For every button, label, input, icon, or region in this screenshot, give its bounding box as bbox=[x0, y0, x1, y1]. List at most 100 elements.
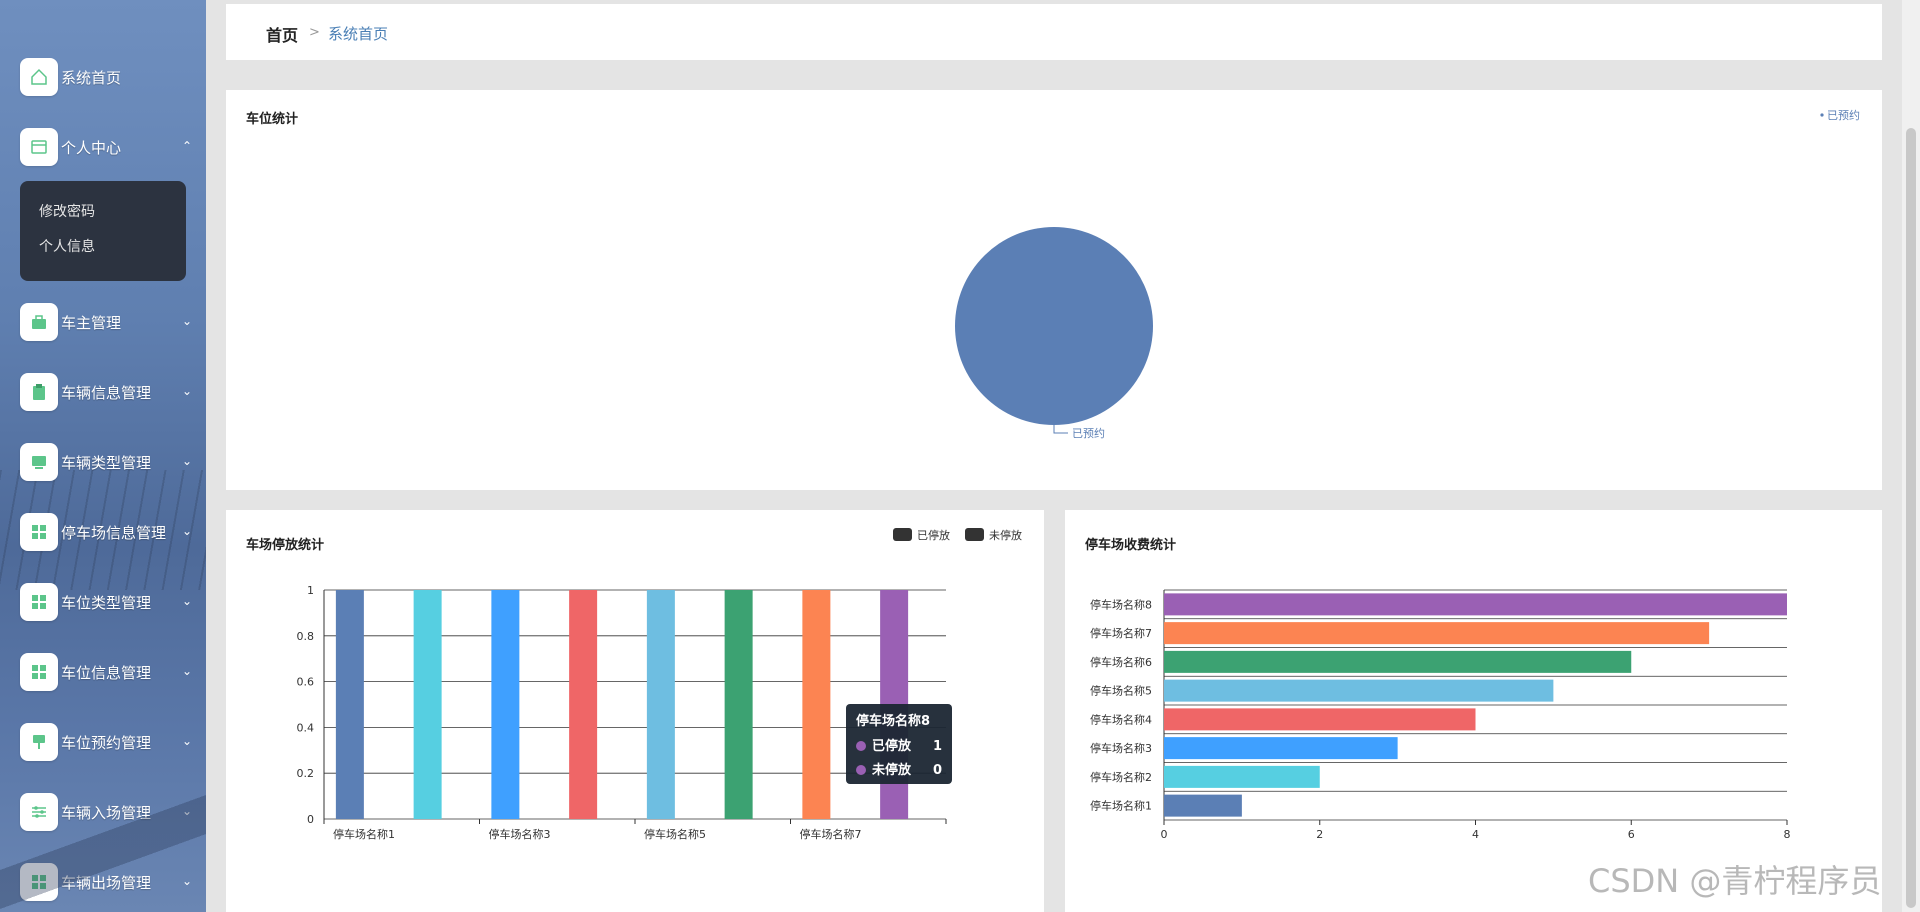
x-tick-label: 4 bbox=[1472, 828, 1479, 841]
sidebar: 系统首页 个人中心 ⌃ 车主管理 ⌄ 车辆信息管理 ⌄ 车辆类型管理 ⌄ 停车场信息管理… bbox=[0, 0, 206, 912]
sidebar-item-label: 车辆类型管理 bbox=[61, 453, 152, 472]
breadcrumb-separator: > bbox=[309, 25, 320, 40]
tooltip-marker bbox=[856, 765, 866, 775]
y-tick-label: 停车场名称3 bbox=[1090, 741, 1152, 755]
grid-icon bbox=[20, 583, 58, 621]
chevron-down-icon: ⌄ bbox=[181, 664, 192, 678]
x-tick-label: 2 bbox=[1316, 828, 1323, 841]
tooltip-title: 停车场名称8 bbox=[856, 713, 930, 729]
grid-icon bbox=[20, 513, 58, 551]
sidebar-item-label: 停车场信息管理 bbox=[61, 523, 167, 542]
bar bbox=[1164, 708, 1476, 731]
sidebar-item[interactable]: 车位预约管理 ⌄ bbox=[20, 722, 200, 762]
sliders-icon bbox=[20, 793, 58, 831]
tooltip-box bbox=[846, 704, 952, 784]
chevron-down-icon: ⌄ bbox=[181, 384, 192, 398]
panel-title: 车场停放统计 bbox=[246, 538, 325, 553]
panel-title: 车位统计 bbox=[246, 112, 299, 127]
breadcrumb: 首页 > 系统首页 bbox=[226, 4, 1882, 60]
tooltip-row-label: 已停放 bbox=[872, 738, 912, 754]
y-tick-label: 0.4 bbox=[297, 721, 315, 734]
lot-fee-stats-panel: 停车场收费统计 停车场名称1 停车场名称2 停车场名称3 停车场名称4 停车场名称5 停车… bbox=[1065, 510, 1882, 912]
pin-icon bbox=[20, 723, 58, 761]
sidebar-item[interactable]: 个人中心 ⌃ bbox=[20, 127, 200, 167]
bar bbox=[1164, 593, 1787, 616]
breadcrumb-current: 系统首页 bbox=[328, 25, 389, 43]
bar bbox=[646, 590, 675, 819]
legend-label: 已预约 bbox=[1827, 109, 1860, 122]
sidebar-item-label: 个人中心 bbox=[61, 138, 122, 157]
submenu-item[interactable]: 修改密码 bbox=[39, 204, 95, 220]
sidebar-item[interactable]: 车辆出场管理 ⌄ bbox=[20, 862, 200, 902]
chevron-down-icon: ⌄ bbox=[181, 874, 192, 888]
y-tick-label: 0.6 bbox=[297, 676, 315, 689]
chevron-down-icon: ⌄ bbox=[181, 314, 192, 328]
window-icon bbox=[20, 128, 58, 166]
bar bbox=[802, 590, 831, 819]
chevron-down-icon: ⌄ bbox=[181, 454, 192, 468]
panel-title: 停车场收费统计 bbox=[1085, 538, 1177, 553]
page-scrollbar[interactable] bbox=[1902, 0, 1920, 912]
sidebar-item[interactable]: 车辆信息管理 ⌄ bbox=[20, 372, 200, 412]
sidebar-item[interactable]: 车位类型管理 ⌄ bbox=[20, 582, 200, 622]
bar bbox=[1164, 794, 1242, 817]
bar bbox=[1164, 679, 1554, 702]
bar bbox=[1164, 650, 1632, 673]
sidebar-item-label: 车辆入场管理 bbox=[61, 803, 152, 822]
y-tick-label: 1 bbox=[307, 584, 314, 597]
sidebar-item-label: 车主管理 bbox=[61, 313, 122, 332]
tooltip-marker bbox=[856, 741, 866, 751]
sidebar-item[interactable]: 停车场信息管理 ⌄ bbox=[20, 512, 200, 552]
y-tick-label: 0.8 bbox=[297, 630, 315, 643]
sidebar-item[interactable]: 车辆类型管理 ⌄ bbox=[20, 442, 200, 482]
clipboard-icon bbox=[20, 373, 58, 411]
x-tick-label: 0 bbox=[1161, 828, 1168, 841]
y-tick-label: 停车场名称7 bbox=[1090, 626, 1152, 640]
sidebar-item-label: 车辆出场管理 bbox=[61, 873, 152, 892]
pie-slice-label: 已预约 bbox=[1072, 427, 1105, 440]
sidebar-item-label: 车位类型管理 bbox=[61, 593, 152, 612]
y-tick-label: 停车场名称2 bbox=[1090, 770, 1152, 784]
bar bbox=[724, 590, 753, 819]
legend-label: 已停放 bbox=[917, 528, 950, 542]
bar bbox=[413, 590, 442, 819]
scrollbar-thumb[interactable] bbox=[1906, 128, 1916, 908]
y-tick-label: 停车场名称1 bbox=[1090, 799, 1152, 813]
x-tick-label: 停车场名称3 bbox=[489, 827, 551, 841]
parking-space-stats-panel: 车位统计 已预约 已预约 bbox=[226, 90, 1882, 490]
y-tick-label: 停车场名称5 bbox=[1090, 684, 1152, 698]
sidebar-item[interactable]: 车主管理 ⌄ bbox=[20, 302, 200, 342]
tooltip-row-label: 未停放 bbox=[871, 762, 912, 778]
legend-swatch bbox=[893, 528, 912, 541]
chevron-down-icon: ⌄ bbox=[181, 524, 192, 538]
watermark: CSDN @青柠程序员 bbox=[1588, 862, 1882, 900]
sidebar-item[interactable]: 车位信息管理 ⌄ bbox=[20, 652, 200, 692]
grid-icon bbox=[20, 653, 58, 691]
chevron-down-icon: ⌄ bbox=[181, 594, 192, 608]
tooltip-row-value: 0 bbox=[933, 763, 942, 778]
x-tick-label: 6 bbox=[1628, 828, 1635, 841]
x-tick-label: 停车场名称1 bbox=[333, 827, 395, 841]
bar bbox=[1164, 622, 1710, 645]
bar bbox=[569, 590, 598, 819]
x-tick-label: 停车场名称7 bbox=[800, 827, 862, 841]
submenu-personal-center: 修改密码 个人信息 bbox=[20, 181, 186, 281]
sidebar-item-label: 车位预约管理 bbox=[61, 733, 152, 752]
breadcrumb-home[interactable]: 首页 bbox=[266, 26, 299, 45]
x-tick-label: 8 bbox=[1784, 828, 1791, 841]
grid-icon bbox=[20, 863, 58, 901]
lot-parking-stats-panel: 车场停放统计 已停放 未停放 0 0.2 0.4 0.6 0.8 1 停车场名称1 停车场名称3 停… bbox=[226, 510, 1044, 912]
pie-slice bbox=[955, 227, 1153, 425]
legend-marker bbox=[1820, 113, 1824, 117]
submenu-item[interactable]: 个人信息 bbox=[39, 239, 95, 255]
chevron-down-icon: ⌄ bbox=[181, 804, 192, 818]
horizontal-bar-chart: 停车场名称1 停车场名称2 停车场名称3 停车场名称4 停车场名称5 停车场名称6 停车场名… bbox=[1090, 589, 1791, 841]
sidebar-item[interactable]: 系统首页 bbox=[20, 57, 200, 97]
sidebar-item[interactable]: 车辆入场管理 ⌄ bbox=[20, 792, 200, 832]
legend-label: 未停放 bbox=[989, 528, 1022, 542]
y-tick-label: 0 bbox=[307, 813, 314, 826]
bar bbox=[335, 590, 364, 819]
monitor-icon bbox=[20, 443, 58, 481]
